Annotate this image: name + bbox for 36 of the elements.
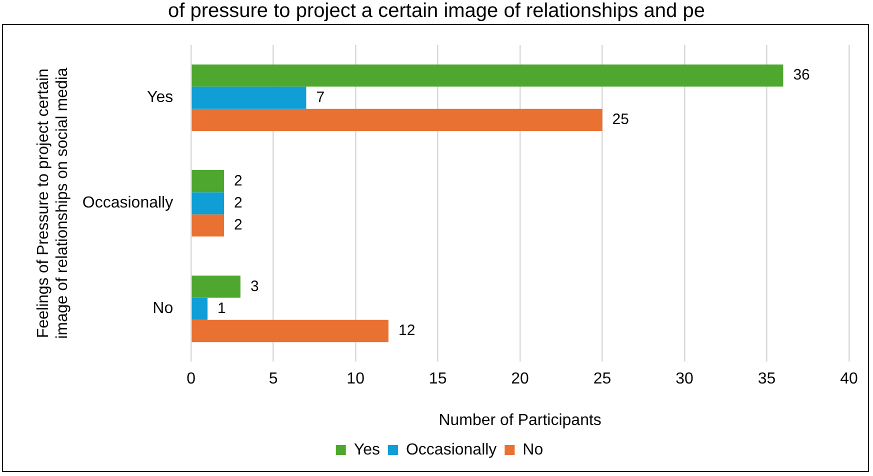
chart-title: of pressure to project a certain image of relationships and pe: [167, 0, 706, 22]
x-tick-label: 40: [840, 370, 858, 388]
x-axis-title: Number of Participants: [438, 412, 602, 429]
data-label: 12: [398, 322, 416, 340]
x-tick-label: 35: [758, 370, 776, 388]
data-label: 2: [234, 216, 242, 234]
bar: [192, 170, 224, 192]
y-tick-label: No: [152, 300, 174, 318]
data-label: 2: [234, 194, 242, 212]
x-tick-label: 15: [428, 370, 447, 388]
bar: [192, 108, 602, 132]
x-tick-label: 10: [346, 370, 365, 388]
legend-label: No: [522, 441, 544, 458]
bar: [192, 320, 388, 342]
bar: [192, 192, 224, 214]
data-label: 36: [793, 66, 810, 84]
bar: [192, 64, 784, 87]
x-tick-label: 30: [676, 370, 694, 388]
x-tick-label: 20: [511, 370, 530, 388]
data-label: 2: [234, 172, 242, 190]
bar: [192, 86, 306, 109]
bar: [192, 298, 208, 320]
bar: [192, 214, 224, 237]
legend-label: Yes: [354, 441, 380, 458]
data-label: 7: [316, 88, 325, 106]
y-tick-label: Occasionally: [82, 194, 174, 212]
data-label: 1: [218, 300, 226, 317]
x-tick-label: 0: [186, 370, 196, 388]
x-tick-label: 25: [593, 370, 612, 388]
y-axis-title: Feelings of Pressure to project certain image of relationships on social media: [35, 68, 72, 339]
bar: [192, 276, 240, 298]
x-tick-label: 5: [268, 370, 278, 388]
y-tick-label: Yes: [146, 89, 174, 106]
legend-label: Occasionally: [406, 441, 497, 458]
data-label: 25: [612, 111, 629, 128]
data-label: 3: [250, 278, 259, 295]
